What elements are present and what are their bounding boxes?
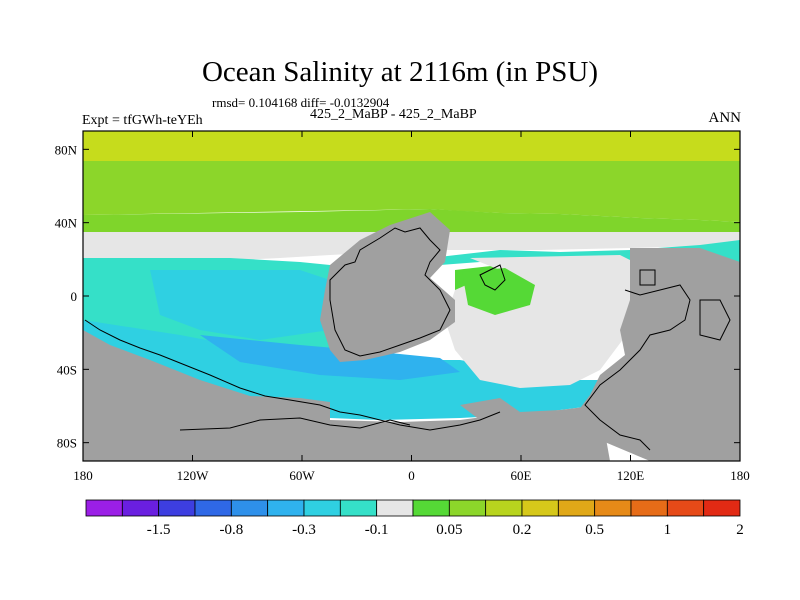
x-tick-label: 60E	[511, 468, 532, 483]
colorbar-label: 0.2	[513, 522, 532, 538]
x-tick-label: 0	[408, 468, 415, 483]
colorbar-swatch	[630, 499, 668, 517]
colorbar-label: -0.3	[292, 522, 316, 538]
colorbar-label: -1.5	[147, 522, 171, 538]
colorbar-swatch	[557, 499, 596, 517]
land-south-gap	[460, 398, 520, 420]
colorbar-label: 2	[736, 522, 744, 538]
colorbar-swatch	[267, 499, 305, 517]
colorbar-swatch	[85, 499, 123, 517]
positive-indian-patch	[462, 268, 535, 315]
stats-line: rmsd= 0.104168 diff= -0.0132904	[212, 95, 390, 110]
colorbar-swatch	[158, 499, 196, 517]
colorbar-swatch	[521, 499, 559, 517]
coastlines	[84, 227, 731, 451]
experiment-label: Expt = tfGWh-teYEh	[82, 113, 203, 128]
chart-subtitle: 425_2_MaBP - 425_2_MaBP	[310, 107, 477, 122]
colorbar-label: -0.8	[219, 522, 243, 538]
map-field	[83, 131, 740, 461]
y-tick-label: 80S	[57, 436, 77, 451]
y-tick-label: 40N	[55, 216, 78, 231]
colorbar: -1.5 -0.8 -0.3 -0.1 0.05 0.2 0.5 1 2	[85, 499, 744, 538]
colorbar-swatch	[594, 499, 632, 517]
tropical-negative-2	[150, 270, 330, 340]
y-axis: 80N 40N 0 40S 80S	[55, 142, 740, 451]
x-tick-label: 120E	[617, 468, 645, 483]
colorbar-swatch	[339, 499, 378, 517]
x-tick-label: 180	[73, 468, 93, 483]
colorbar-swatch	[376, 499, 414, 517]
colorbar-swatch	[230, 499, 269, 517]
season-label: ANN	[708, 110, 742, 126]
x-tick-label: 180	[730, 468, 750, 483]
colorbar-label: 0.05	[436, 522, 462, 538]
y-tick-label: 0	[71, 289, 78, 304]
y-tick-label: 80N	[55, 142, 78, 157]
colorbar-swatch	[666, 499, 705, 517]
colorbar-swatch	[448, 499, 487, 517]
colorbar-swatch	[485, 499, 523, 517]
colorbar-swatch	[303, 499, 341, 517]
colorbar-label: 1	[664, 522, 672, 538]
x-tick-label: 60W	[289, 468, 315, 483]
colorbar-swatch	[194, 499, 232, 517]
colorbar-label: -0.1	[365, 522, 389, 538]
southern-band-strong	[200, 335, 460, 380]
colorbar-swatch	[703, 499, 741, 517]
land-east	[575, 248, 740, 461]
x-axis: 180 120W 60W 0 60E 120E 180	[73, 131, 750, 483]
x-tick-label: 120W	[177, 468, 210, 483]
land-central	[320, 212, 455, 362]
band-north-lower	[83, 199, 740, 222]
colorbar-swatch	[121, 499, 160, 517]
y-tick-label: 40S	[57, 362, 77, 377]
band-north-mid	[83, 161, 740, 199]
colorbar-label: 0.5	[585, 522, 604, 538]
colorbar-swatch	[412, 499, 450, 517]
chart-title: Ocean Salinity at 2116m (in PSU)	[201, 56, 599, 88]
